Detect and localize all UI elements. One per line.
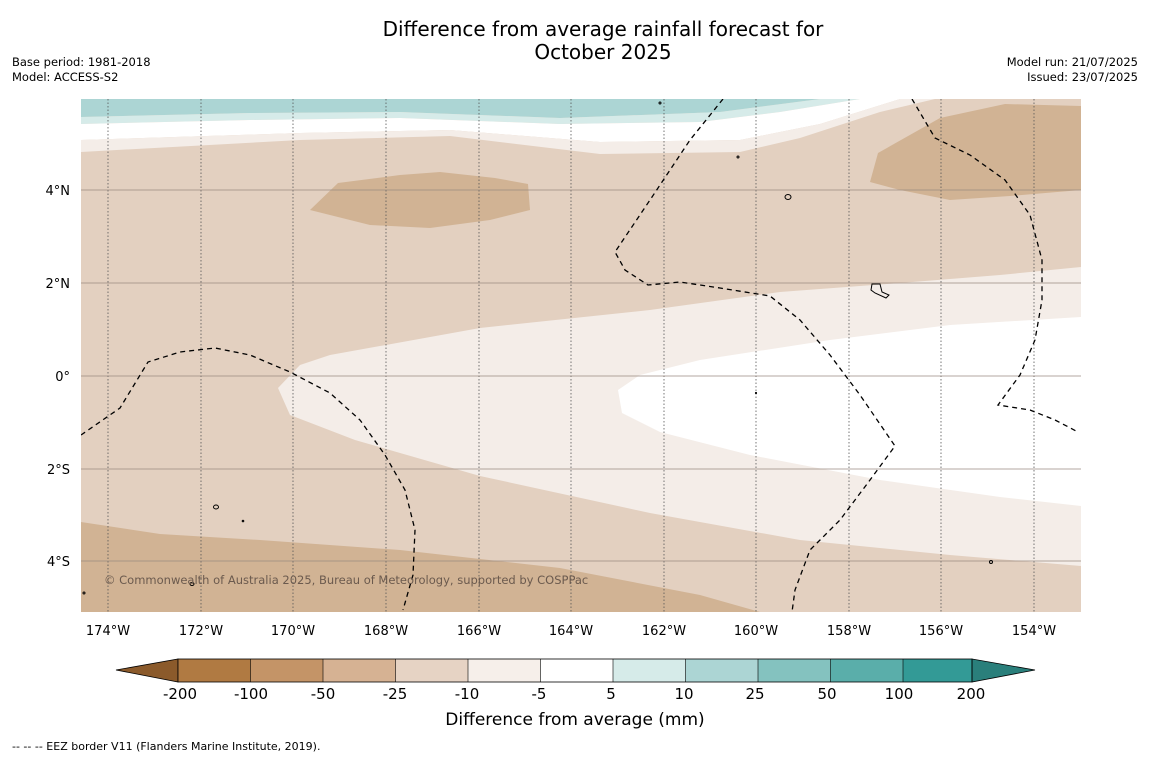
colorbar-label: -25 [382,685,408,703]
eez-west [81,347,416,611]
lon-label: 160°W [734,624,778,639]
colorbar-segment [830,659,903,682]
model-name: Model: ACCESS-S2 [12,70,119,84]
eez-borders [81,99,1079,612]
colorbar-title: Difference from average (mm) [445,710,705,730]
lat-label: 4°N [46,184,71,199]
dry-patch-central-north [310,172,530,228]
eez-footnote: -- -- -- EEZ border V11 (Flanders Marine… [12,740,321,753]
meta-right: Model run: 21/07/2025 Issued: 23/07/2025 [1007,55,1138,85]
lat-label: 2°S [47,463,70,478]
colorbar-label: -50 [310,685,336,703]
lon-label: 154°W [1012,624,1056,639]
colorbar-label: -10 [454,685,480,703]
lat-axis-labels: 4°N 2°N 0° 2°S 4°S [46,184,71,570]
island-5 [658,101,662,105]
island-1 [784,194,792,200]
lon-label: 166°W [457,624,501,639]
wet-light-band-north [81,99,860,124]
colorbar-segment [613,659,686,682]
grid [81,99,1081,612]
colorbar [115,658,1036,683]
colorbar-segment [758,659,831,682]
island-3 [189,582,195,586]
island-6 [736,155,740,159]
lon-label: 172°W [179,624,223,639]
island-2 [213,504,219,510]
islands [82,101,993,595]
colorbar-label: -100 [233,685,269,703]
colorbar-segment [323,659,396,682]
chart-title: Difference from average rainfall forecas… [0,18,1150,64]
issued-date: Issued: 23/07/2025 [1027,70,1138,84]
colorbar-dividers [250,659,904,682]
lon-label: 170°W [271,624,315,639]
colorbar-label: 5 [606,685,616,703]
lat-label: 2°N [46,277,71,292]
wet-band-north [81,99,1081,118]
colorbar-segment [903,659,972,682]
island-8 [82,591,86,595]
meta-left: Base period: 1981-2018 Model: ACCESS-S2 [12,55,151,85]
colorbar-label: 25 [745,685,765,703]
lat-label: 4°S [47,555,70,570]
lon-label: 158°W [827,624,871,639]
lat-label: 0° [55,370,70,385]
colorbar-segment [685,659,758,682]
island-7 [241,519,245,523]
copyright-notice: © Commonwealth of Australia 2025, Bureau… [104,573,588,587]
colorbar-label: 100 [884,685,914,703]
dry-patch-north-east [870,104,1081,200]
colorbar-label: 50 [817,685,837,703]
title-line-2: October 2025 [534,40,672,64]
lon-label: 156°W [919,624,963,639]
colorbar-label: 200 [956,685,986,703]
lon-label: 162°W [642,624,686,639]
eez-east [911,99,1079,433]
colorbar-label: -200 [162,685,198,703]
colorbar-segment [540,659,613,682]
rainfall-anomaly-field [81,99,1081,612]
colorbar-extend-low [115,658,179,683]
lon-axis-labels: 174°W 172°W 170°W 168°W 166°W 164°W 162°… [86,624,1056,639]
lon-label: 174°W [86,624,130,639]
island-4 [989,560,993,564]
colorbar-segment [395,659,468,682]
colorbar-label: 10 [674,685,694,703]
meridians [107,99,1035,612]
title-line-1: Difference from average rainfall forecas… [382,17,824,41]
colorbar-segment [468,659,541,682]
model-run: Model run: 21/07/2025 [1006,55,1138,69]
colorbar-segment [250,659,323,682]
dry-band-south [81,522,760,612]
colorbar-label: -5 [531,685,547,703]
lon-label: 164°W [549,624,593,639]
lon-label: 168°W [364,624,408,639]
parallels [81,189,1081,562]
colorbar-extend-high [971,658,1036,683]
light-dry-band-north [81,99,935,154]
neutral-band-north [81,99,900,142]
colorbar-segment [178,659,251,682]
base-period: Base period: 1981-2018 [12,55,151,69]
island-group [870,283,890,299]
island-9 [754,391,758,395]
neutral-tongue [618,317,1081,506]
colorbar-outline [177,658,973,683]
